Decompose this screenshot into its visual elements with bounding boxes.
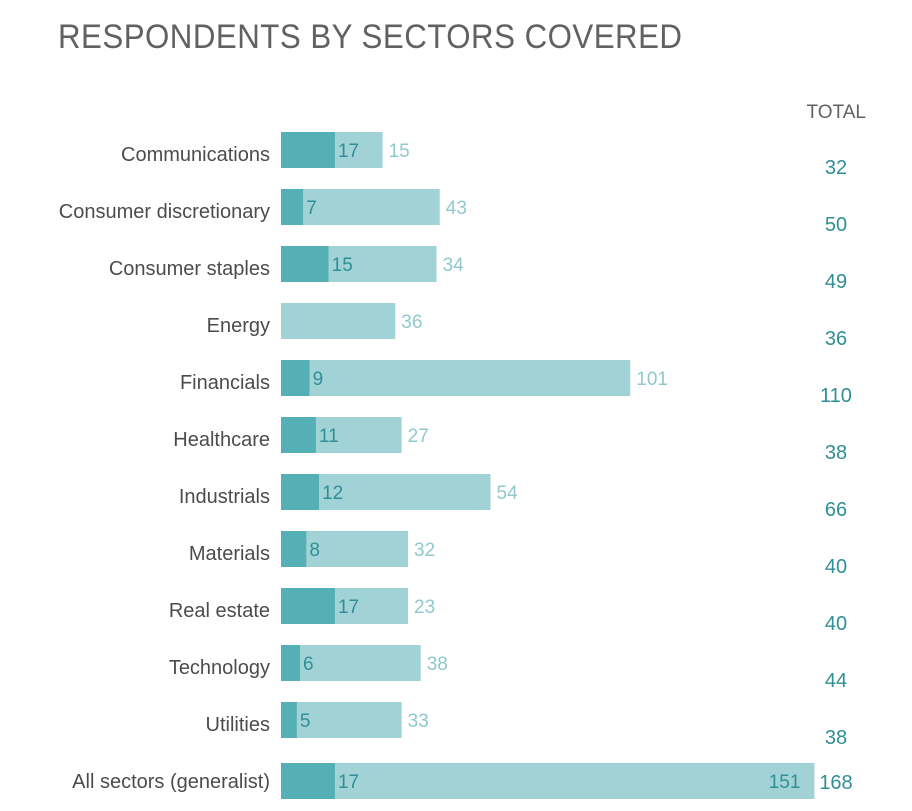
total-value: 38: [825, 442, 847, 464]
data-label-dark: 12: [322, 483, 343, 504]
bar-segment-light: [319, 474, 491, 510]
category-label: Consumer discretionary: [59, 201, 270, 223]
data-label-dark: 7: [306, 198, 317, 219]
bar-segment-light: [281, 303, 396, 339]
bar-segment-dark: [281, 645, 301, 681]
category-label: Technology: [169, 657, 270, 679]
bar-segment-light: [300, 645, 421, 681]
data-label-dark: 17: [338, 597, 359, 618]
total-column-header: TOTAL: [806, 102, 866, 123]
data-label-dark: 15: [332, 255, 353, 276]
category-label: All sectors (generalist): [72, 771, 270, 793]
data-label-dark: 9: [313, 369, 324, 390]
bar-segment-light: [334, 588, 408, 624]
bar-segment-light: [328, 246, 437, 282]
data-label-light: 33: [408, 711, 429, 732]
data-label-dark: 17: [338, 141, 359, 162]
total-value: 50: [825, 214, 847, 236]
total-value: 66: [825, 499, 847, 521]
data-label-dark: 5: [300, 711, 311, 732]
bar-segment-light: [306, 531, 408, 567]
total-value: 40: [825, 613, 847, 635]
category-label: Financials: [180, 372, 270, 394]
category-label: Industrials: [179, 486, 270, 508]
bar-segment-dark: [281, 763, 335, 799]
category-label: Healthcare: [173, 429, 270, 451]
bar-segment-dark: [281, 531, 307, 567]
data-label-dark: 6: [303, 654, 314, 675]
bar-segment-dark: [281, 702, 297, 738]
bar-segment-dark: [281, 246, 329, 282]
bar-segment-light: [334, 132, 383, 168]
chart-title: RESPONDENTS BY SECTORS COVERED: [58, 18, 683, 56]
total-value: 168: [819, 772, 852, 794]
bar-segment-light: [309, 360, 631, 396]
category-label: Utilities: [206, 714, 270, 736]
data-label-light: 34: [443, 255, 465, 276]
total-value: 36: [825, 328, 847, 350]
total-value: 38: [825, 727, 847, 749]
category-label: Materials: [189, 543, 270, 565]
data-label-light: 43: [446, 198, 467, 219]
bar-segment-light: [334, 763, 815, 799]
total-value: 32: [825, 157, 847, 179]
category-label: Consumer staples: [109, 258, 270, 280]
bar-segment-dark: [281, 189, 304, 225]
bar-segment-light: [315, 417, 402, 453]
total-value: 44: [825, 670, 847, 692]
total-value: 49: [825, 271, 847, 293]
data-label-dark: 17: [338, 772, 359, 793]
bar-segment-dark: [281, 132, 335, 168]
data-label-light: 15: [389, 141, 410, 162]
category-label: Energy: [207, 315, 270, 337]
total-value: 40: [825, 556, 847, 578]
data-label-dark: 8: [309, 540, 320, 561]
data-label-light: 23: [414, 597, 435, 618]
data-label-light: 36: [401, 312, 422, 333]
data-label-light: 27: [408, 426, 429, 447]
data-label-dark: 11: [319, 426, 339, 447]
bar-segment-dark: [281, 417, 316, 453]
bar-segment-dark: [281, 360, 310, 396]
data-label-light: 32: [414, 540, 435, 561]
data-label-light: 54: [497, 483, 519, 504]
total-value: 110: [820, 385, 852, 407]
bar-segment-light: [296, 702, 402, 738]
category-label: Communications: [121, 144, 270, 166]
bar-segment-dark: [281, 588, 335, 624]
data-label-light: 151: [769, 772, 801, 793]
bar-segment-dark: [281, 474, 320, 510]
category-label: Real estate: [169, 600, 270, 622]
bar-segment-light: [303, 189, 440, 225]
data-label-light: 101: [636, 369, 668, 390]
data-label-light: 38: [427, 654, 448, 675]
